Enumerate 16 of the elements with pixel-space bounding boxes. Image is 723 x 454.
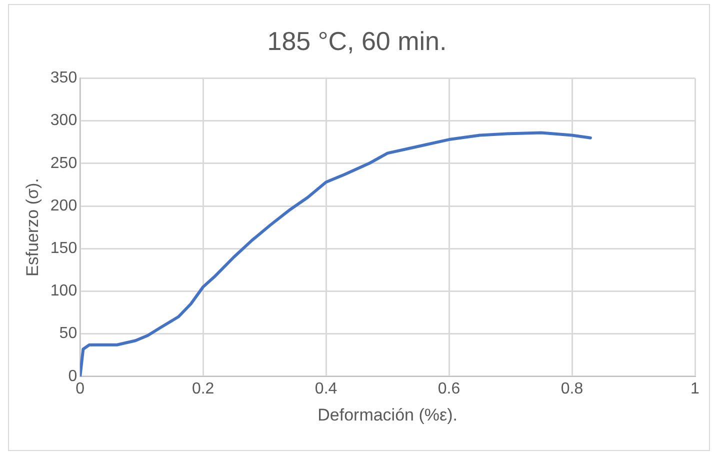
chart-title: 185 °C, 60 min.: [267, 26, 447, 56]
x-axis-title: Deformación (%ε).: [318, 405, 458, 424]
y-tick-label: 300: [50, 112, 78, 130]
x-tick-label: 0.8: [560, 380, 584, 398]
y-tick-label: 0: [68, 368, 78, 385]
x-tick-label: 0.2: [192, 380, 214, 398]
y-tick-label: 150: [50, 240, 78, 258]
x-tick-label: 1: [690, 380, 700, 398]
y-tick-label: 200: [50, 197, 78, 214]
y-tick-label: 350: [50, 70, 78, 87]
y-tick-label: 100: [50, 282, 78, 300]
x-tick-label: 0.4: [314, 380, 338, 398]
x-tick-label: 0.6: [438, 380, 460, 398]
y-axis-title: Esfuerzo (σ).: [22, 178, 42, 276]
y-tick-label: 50: [59, 325, 78, 342]
y-tick-label: 250: [50, 154, 78, 172]
